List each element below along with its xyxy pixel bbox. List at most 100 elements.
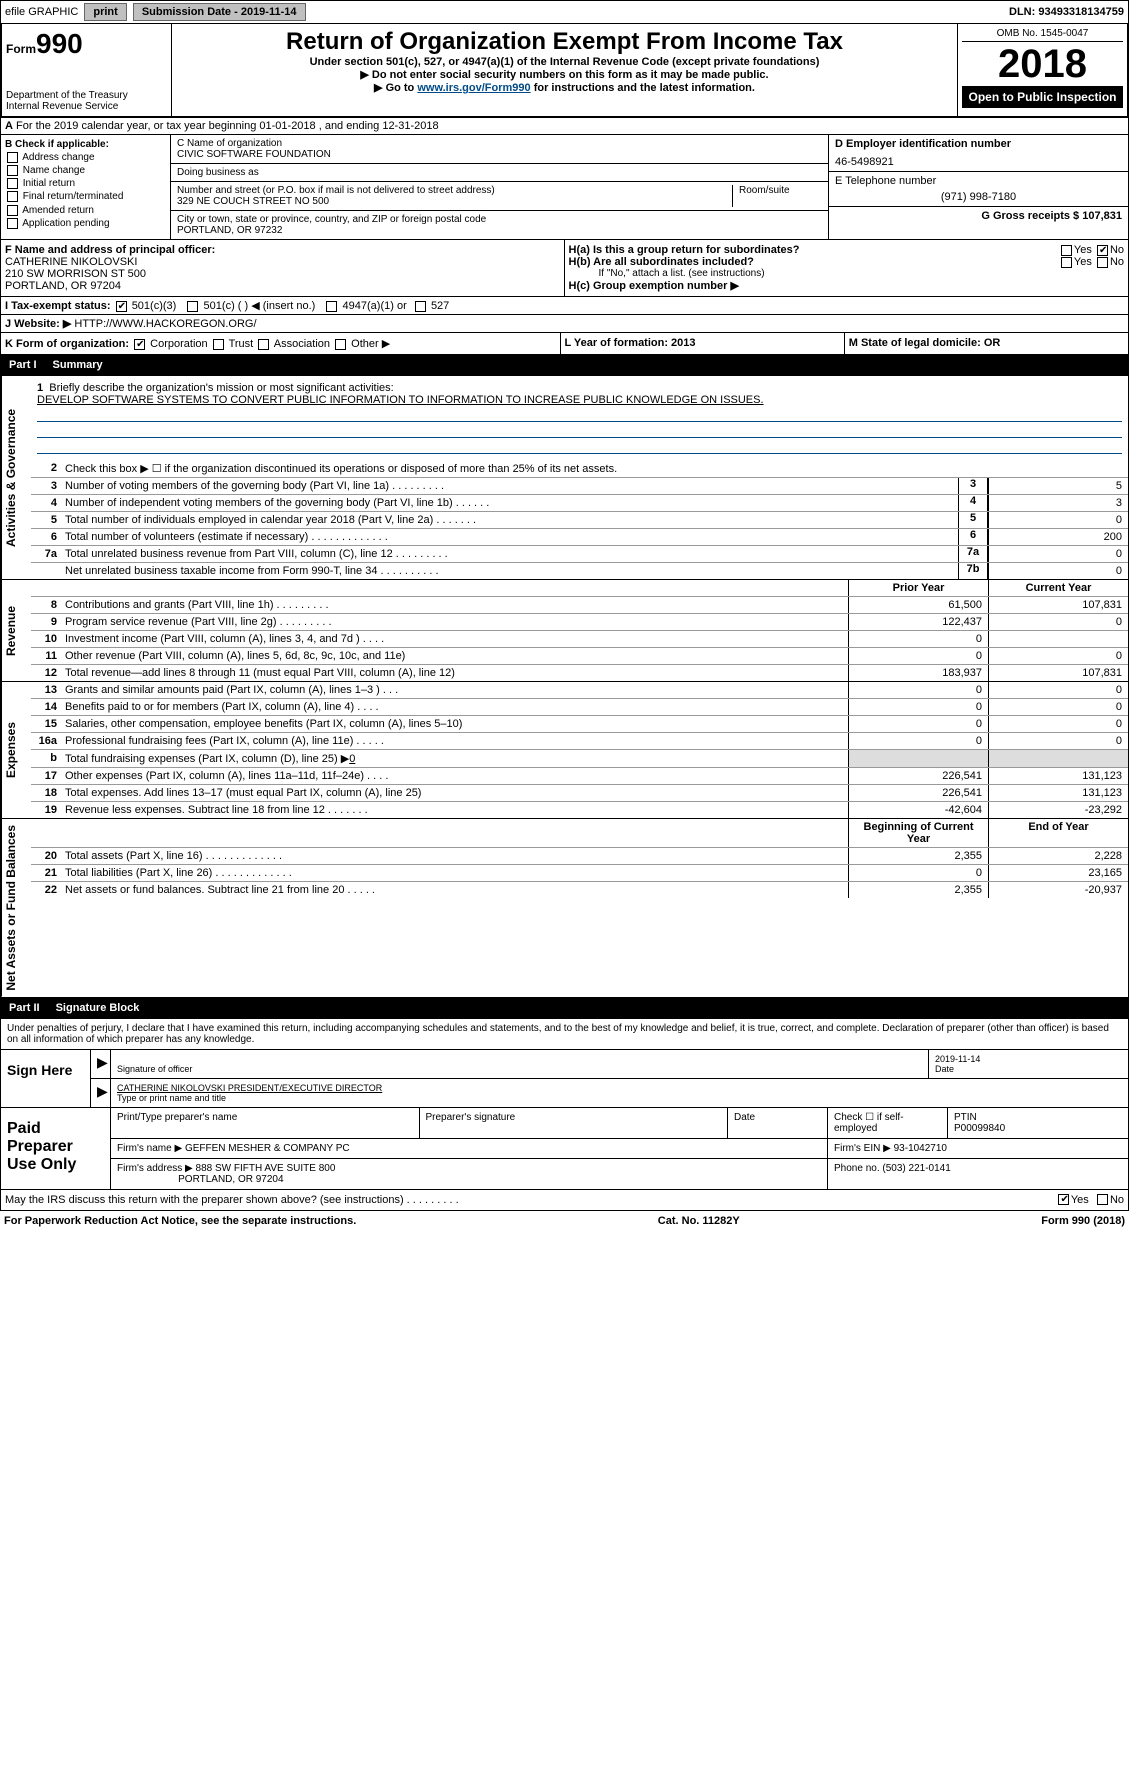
hb-label: H(b) Are all subordinates included?	[569, 256, 754, 268]
p22: 2,355	[848, 882, 988, 898]
hb-no[interactable]: No	[1110, 256, 1124, 268]
p15: 0	[848, 716, 988, 732]
chk-527[interactable]	[415, 301, 426, 312]
row-FH: F Name and address of principal officer:…	[0, 240, 1129, 297]
city-label: City or town, state or province, country…	[177, 214, 822, 225]
col-DEG: D Employer identification number 46-5498…	[828, 135, 1128, 239]
line20: Total assets (Part X, line 16) . . . . .…	[61, 848, 848, 864]
c8: 107,831	[988, 597, 1128, 613]
line2: Check this box ▶ ☐ if the organization d…	[61, 460, 1128, 477]
hdr-begin: Beginning of Current Year	[848, 819, 988, 847]
part2-header: Part II Signature Block	[0, 998, 1129, 1019]
hdr-prior: Prior Year	[848, 580, 988, 596]
line13: Grants and similar amounts paid (Part IX…	[61, 682, 848, 698]
gross-receipts: G Gross receipts $ 107,831	[981, 210, 1122, 222]
website-label: J Website: ▶	[5, 318, 71, 330]
discuss-text: May the IRS discuss this return with the…	[1, 1190, 908, 1210]
governance-section: Activities & Governance 1 Briefly descri…	[0, 376, 1129, 580]
chk-501c[interactable]	[187, 301, 198, 312]
ein-value: 46-5498921	[835, 156, 1122, 168]
mission-text: DEVELOP SOFTWARE SYSTEMS TO CONVERT PUBL…	[37, 394, 764, 406]
opt-501c: 501(c) ( ) ◀ (insert no.)	[204, 300, 316, 312]
ha-yes[interactable]: Yes	[1074, 244, 1092, 256]
open-public-badge: Open to Public Inspection	[962, 86, 1123, 108]
officer-name-title: CATHERINE NIKOLOVSKI PRESIDENT/EXECUTIVE…	[117, 1083, 1122, 1093]
tax-status-label: I Tax-exempt status:	[5, 300, 111, 312]
line16b: Total fundraising expenses (Part IX, col…	[61, 750, 848, 767]
chk-4947[interactable]	[326, 301, 337, 312]
firm-phone-label: Phone no.	[834, 1163, 880, 1174]
discuss-no-chk[interactable]	[1097, 1194, 1108, 1205]
p14: 0	[848, 699, 988, 715]
line16a: Professional fundraising fees (Part IX, …	[61, 733, 848, 749]
subtitle-3: ▶ Go to www.irs.gov/Form990 for instruct…	[176, 81, 953, 94]
officer-addr2: PORTLAND, OR 97204	[5, 280, 121, 292]
c11: 0	[988, 648, 1128, 664]
firm-name-label: Firm's name ▶	[117, 1143, 182, 1154]
opt-other: Other ▶	[351, 338, 390, 350]
chk-corp[interactable]	[134, 339, 145, 350]
chk-other[interactable]	[335, 339, 346, 350]
form-title: Return of Organization Exempt From Incom…	[176, 28, 953, 56]
sig-officer-label: Signature of officer	[117, 1064, 922, 1074]
year-formation: L Year of formation: 2013	[565, 337, 696, 349]
dept-irs: Internal Revenue Service	[6, 101, 167, 112]
p19: -42,604	[848, 802, 988, 818]
line19: Revenue less expenses. Subtract line 18 …	[61, 802, 848, 818]
ha-label: H(a) Is this a group return for subordin…	[569, 244, 800, 256]
chk-trust[interactable]	[213, 339, 224, 350]
chk-501c3[interactable]	[116, 301, 127, 312]
c10	[988, 631, 1128, 647]
discuss-yes-chk[interactable]	[1058, 1194, 1069, 1205]
form-header: Form990 Department of the Treasury Inter…	[0, 24, 1129, 118]
p20: 2,355	[848, 848, 988, 864]
val5: 0	[988, 512, 1128, 528]
hc-label: H(c) Group exemption number ▶	[569, 280, 739, 292]
discuss-no: No	[1110, 1194, 1124, 1206]
line10: Investment income (Part VIII, column (A)…	[61, 631, 848, 647]
c17: 131,123	[988, 768, 1128, 784]
chk-final-return[interactable]: Final return/terminated	[5, 191, 166, 202]
name-title-label: Type or print name and title	[117, 1093, 1122, 1103]
line18: Total expenses. Add lines 13–17 (must eq…	[61, 785, 848, 801]
p9: 122,437	[848, 614, 988, 630]
col-B-header: B Check if applicable:	[5, 139, 109, 150]
address-value: 329 NE COUCH STREET NO 500	[177, 196, 732, 207]
irs-link[interactable]: www.irs.gov/Form990	[417, 82, 530, 94]
print-button[interactable]: print	[84, 3, 126, 21]
val3: 5	[988, 478, 1128, 494]
dba-label: Doing business as	[171, 164, 828, 182]
ha-no[interactable]: No	[1110, 244, 1124, 256]
footer: For Paperwork Reduction Act Notice, see …	[0, 1211, 1129, 1231]
opt-corp: Corporation	[150, 338, 207, 350]
ptin-value: P00099840	[954, 1123, 1005, 1134]
phone-label: E Telephone number	[835, 175, 1122, 187]
col-C: C Name of organization CIVIC SOFTWARE FO…	[171, 135, 828, 239]
tab-expenses: Expenses	[1, 682, 31, 818]
chk-application-pending[interactable]: Application pending	[5, 218, 166, 229]
paid-preparer-label: Paid Preparer Use Only	[1, 1108, 111, 1189]
line21: Total liabilities (Part X, line 26) . . …	[61, 865, 848, 881]
line9: Program service revenue (Part VIII, line…	[61, 614, 848, 630]
firm-phone: (503) 221-0141	[882, 1163, 950, 1174]
self-employed-chk[interactable]: Check ☐ if self-employed	[828, 1108, 948, 1138]
line4: Number of independent voting members of …	[61, 495, 958, 511]
chk-address-change[interactable]: Address change	[5, 152, 166, 163]
opt-527: 527	[431, 300, 449, 312]
chk-name-change[interactable]: Name change	[5, 165, 166, 176]
submission-date-button[interactable]: Submission Date - 2019-11-14	[133, 3, 306, 21]
efile-label: efile GRAPHIC	[5, 6, 78, 18]
preparer-name-hdr: Print/Type preparer's name	[111, 1108, 420, 1138]
chk-amended-return[interactable]: Amended return	[5, 205, 166, 216]
p12: 183,937	[848, 665, 988, 681]
val7b: 0	[988, 563, 1128, 579]
dept-treasury: Department of the Treasury	[6, 90, 167, 101]
part1-header: Part I Summary	[0, 355, 1129, 376]
val6: 200	[988, 529, 1128, 545]
chk-initial-return[interactable]: Initial return	[5, 178, 166, 189]
chk-assoc[interactable]	[258, 339, 269, 350]
p21: 0	[848, 865, 988, 881]
form-org-label: K Form of organization:	[5, 338, 129, 350]
org-name: CIVIC SOFTWARE FOUNDATION	[177, 149, 822, 160]
hb-yes[interactable]: Yes	[1074, 256, 1092, 268]
